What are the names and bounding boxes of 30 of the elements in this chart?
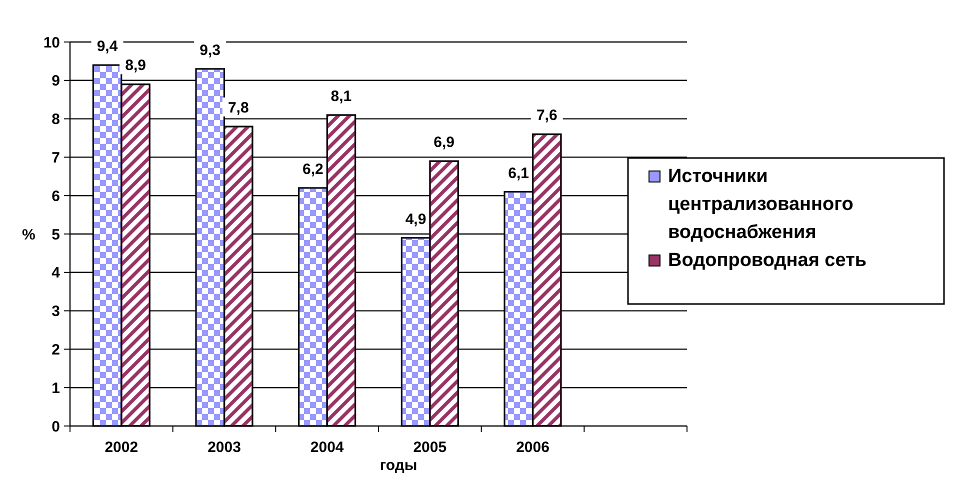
- data-label: 4,9: [405, 210, 426, 228]
- y-tick-label: 7: [52, 149, 60, 166]
- y-tick-label: 3: [52, 303, 60, 320]
- data-label: 7,6: [536, 107, 558, 124]
- y-tick-label: 10: [43, 34, 60, 52]
- y-tick-label: 6: [52, 188, 60, 205]
- x-tick-label: 2006: [516, 439, 550, 456]
- y-tick-label: 4: [52, 264, 61, 282]
- data-label: 6,9: [434, 134, 454, 152]
- data-label: 8,1: [330, 88, 352, 105]
- y-tick-label: 8: [52, 111, 60, 128]
- x-axis-title: годы: [380, 457, 418, 474]
- data-label: 6,2: [302, 160, 324, 178]
- data-label: 6,1: [508, 164, 530, 182]
- y-tick-label: 9: [52, 72, 60, 90]
- x-tick-label: 2003: [208, 439, 241, 456]
- data-label: 8,9: [125, 57, 146, 74]
- y-tick-label: 5: [52, 226, 60, 244]
- x-tick-label: 2005: [413, 439, 447, 456]
- y-tick-label: 0: [52, 418, 60, 436]
- y-tick-label: 2: [52, 341, 60, 358]
- x-tick-label: 2004: [310, 439, 344, 456]
- y-tick-label: 1: [52, 380, 60, 397]
- data-label: 9,4: [96, 38, 118, 56]
- data-label: 9,3: [200, 42, 221, 59]
- data-label: 7,8: [228, 99, 249, 116]
- y-axis-title: %: [22, 226, 36, 244]
- x-tick-label: 2002: [104, 439, 138, 456]
- legend-label: Водопроводная сеть: [668, 250, 867, 271]
- legend-label: Источники централизованного водоснабжения: [668, 166, 854, 243]
